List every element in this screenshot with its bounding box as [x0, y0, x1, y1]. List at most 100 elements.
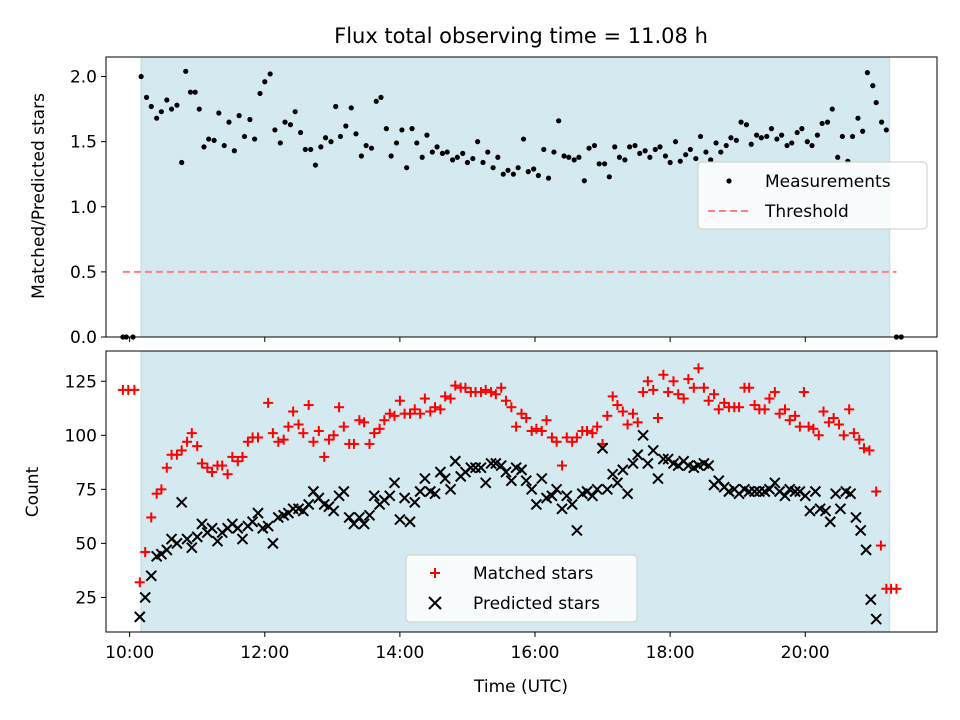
predicted-star-point: [550, 483, 563, 496]
measurement-point: [187, 89, 194, 95]
matched-star-point: [798, 387, 809, 398]
matched-star-point: [348, 438, 359, 449]
measurement-point: [312, 162, 319, 168]
matched-stars-series: [117, 363, 902, 594]
predicted-stars-legend-marker: [428, 596, 442, 610]
matched-star-point: [744, 382, 755, 393]
measurement-point: [586, 145, 592, 151]
measurement-point: [328, 139, 334, 145]
measurements-series: [120, 68, 904, 340]
measurement-point: [192, 89, 198, 95]
measurement-point: [758, 135, 764, 141]
matched-star-point: [526, 425, 537, 436]
measurement-point: [804, 139, 810, 145]
matched-star-point: [561, 432, 572, 443]
matched-star-point: [334, 402, 345, 413]
predicted-star-point: [404, 516, 416, 528]
predicted-star-point: [449, 455, 461, 467]
predicted-star-point: [465, 462, 477, 474]
measurement-point: [697, 133, 704, 140]
x-tick-label: 10:00: [105, 643, 154, 663]
predicted-star-point: [601, 483, 614, 496]
predicted-star-point: [850, 511, 862, 524]
predicted-star-point: [343, 511, 355, 524]
measurement-point: [337, 133, 344, 140]
matched-star-point: [278, 434, 289, 445]
ratio-panel: 0.0 0.5 1.0 1.5 2.0 Flux total observing tim…: [29, 24, 938, 348]
matched-star-point: [617, 406, 628, 417]
predicted-star-point: [181, 533, 193, 545]
measurement-point: [404, 165, 410, 171]
predicted-star-point: [520, 474, 532, 487]
predicted-star-point: [844, 487, 857, 500]
predicted-star-point: [596, 442, 609, 454]
measurement-point: [211, 137, 217, 143]
measurement-point: [419, 154, 425, 160]
measurement-point: [505, 167, 511, 173]
measurement-point: [241, 133, 248, 140]
y-tick-label: 100: [65, 426, 97, 446]
matched-star-point: [511, 421, 522, 432]
predicted-star-point: [206, 522, 218, 534]
matched-star-point: [612, 400, 623, 411]
measurements-legend-marker: [726, 178, 732, 184]
predicted-star-point: [834, 503, 847, 515]
measurement-point: [333, 103, 339, 110]
measurement-point: [429, 149, 435, 155]
measurement-point: [541, 146, 547, 153]
measurement-point: [819, 120, 825, 127]
measurement-point: [393, 140, 400, 146]
predicted-star-point: [500, 466, 512, 478]
matched-star-point: [794, 421, 805, 432]
count-legend: Matched stars Predicted stars: [405, 554, 638, 623]
measurement-point: [480, 159, 486, 166]
measurement-point: [454, 154, 460, 160]
x-tick-label: 18:00: [646, 643, 695, 663]
matched-star-point: [632, 417, 643, 428]
matched-star-point: [891, 583, 902, 594]
predicted-star-point: [394, 513, 406, 526]
measurement-point: [626, 144, 633, 150]
predicted-star-point: [530, 498, 543, 511]
predicted-star-point: [789, 485, 801, 498]
measurement-point: [764, 133, 770, 140]
measurement-point: [485, 149, 491, 155]
predicted-star-point: [779, 490, 791, 502]
predicted-star-point: [617, 464, 629, 476]
matched-star-point: [192, 441, 203, 452]
matched-star-point: [500, 395, 511, 406]
measurement-point: [652, 146, 658, 153]
measurement-point: [247, 116, 253, 123]
measurement-point: [231, 148, 237, 154]
measurement-point: [368, 145, 375, 151]
matched-star-point: [338, 421, 349, 432]
measurement-point: [703, 149, 709, 155]
predicted-star-point: [647, 444, 659, 457]
predicted-star-point: [854, 524, 867, 537]
predicted-star-point: [211, 535, 224, 547]
matched-star-point: [374, 423, 385, 434]
matched-star-point: [638, 387, 649, 398]
matched-star-point: [450, 380, 461, 391]
measurement-point: [647, 154, 653, 160]
matched-star-point: [779, 404, 790, 415]
matched-star-point: [808, 423, 819, 434]
matched-star-point: [784, 415, 795, 426]
x-axis-label: Time (UTC): [473, 677, 568, 697]
x-tick-label: 16:00: [511, 643, 560, 663]
matched-star-point: [592, 421, 603, 432]
measurement-point: [179, 159, 185, 166]
predicted-star-point: [642, 457, 654, 470]
matched-star-point: [774, 408, 785, 419]
matched-star-point: [859, 443, 870, 454]
measurement-point: [824, 119, 831, 125]
x-tick-label: 14:00: [375, 643, 424, 663]
predicted-star-point: [161, 544, 173, 556]
predicted-star-point: [262, 520, 274, 532]
y-tick-label: 1.0: [70, 198, 97, 218]
measurement-point: [292, 109, 298, 115]
y-tick-label: 75: [75, 480, 97, 500]
predicted-star-point: [444, 483, 457, 496]
predicted-star-point: [419, 472, 431, 485]
